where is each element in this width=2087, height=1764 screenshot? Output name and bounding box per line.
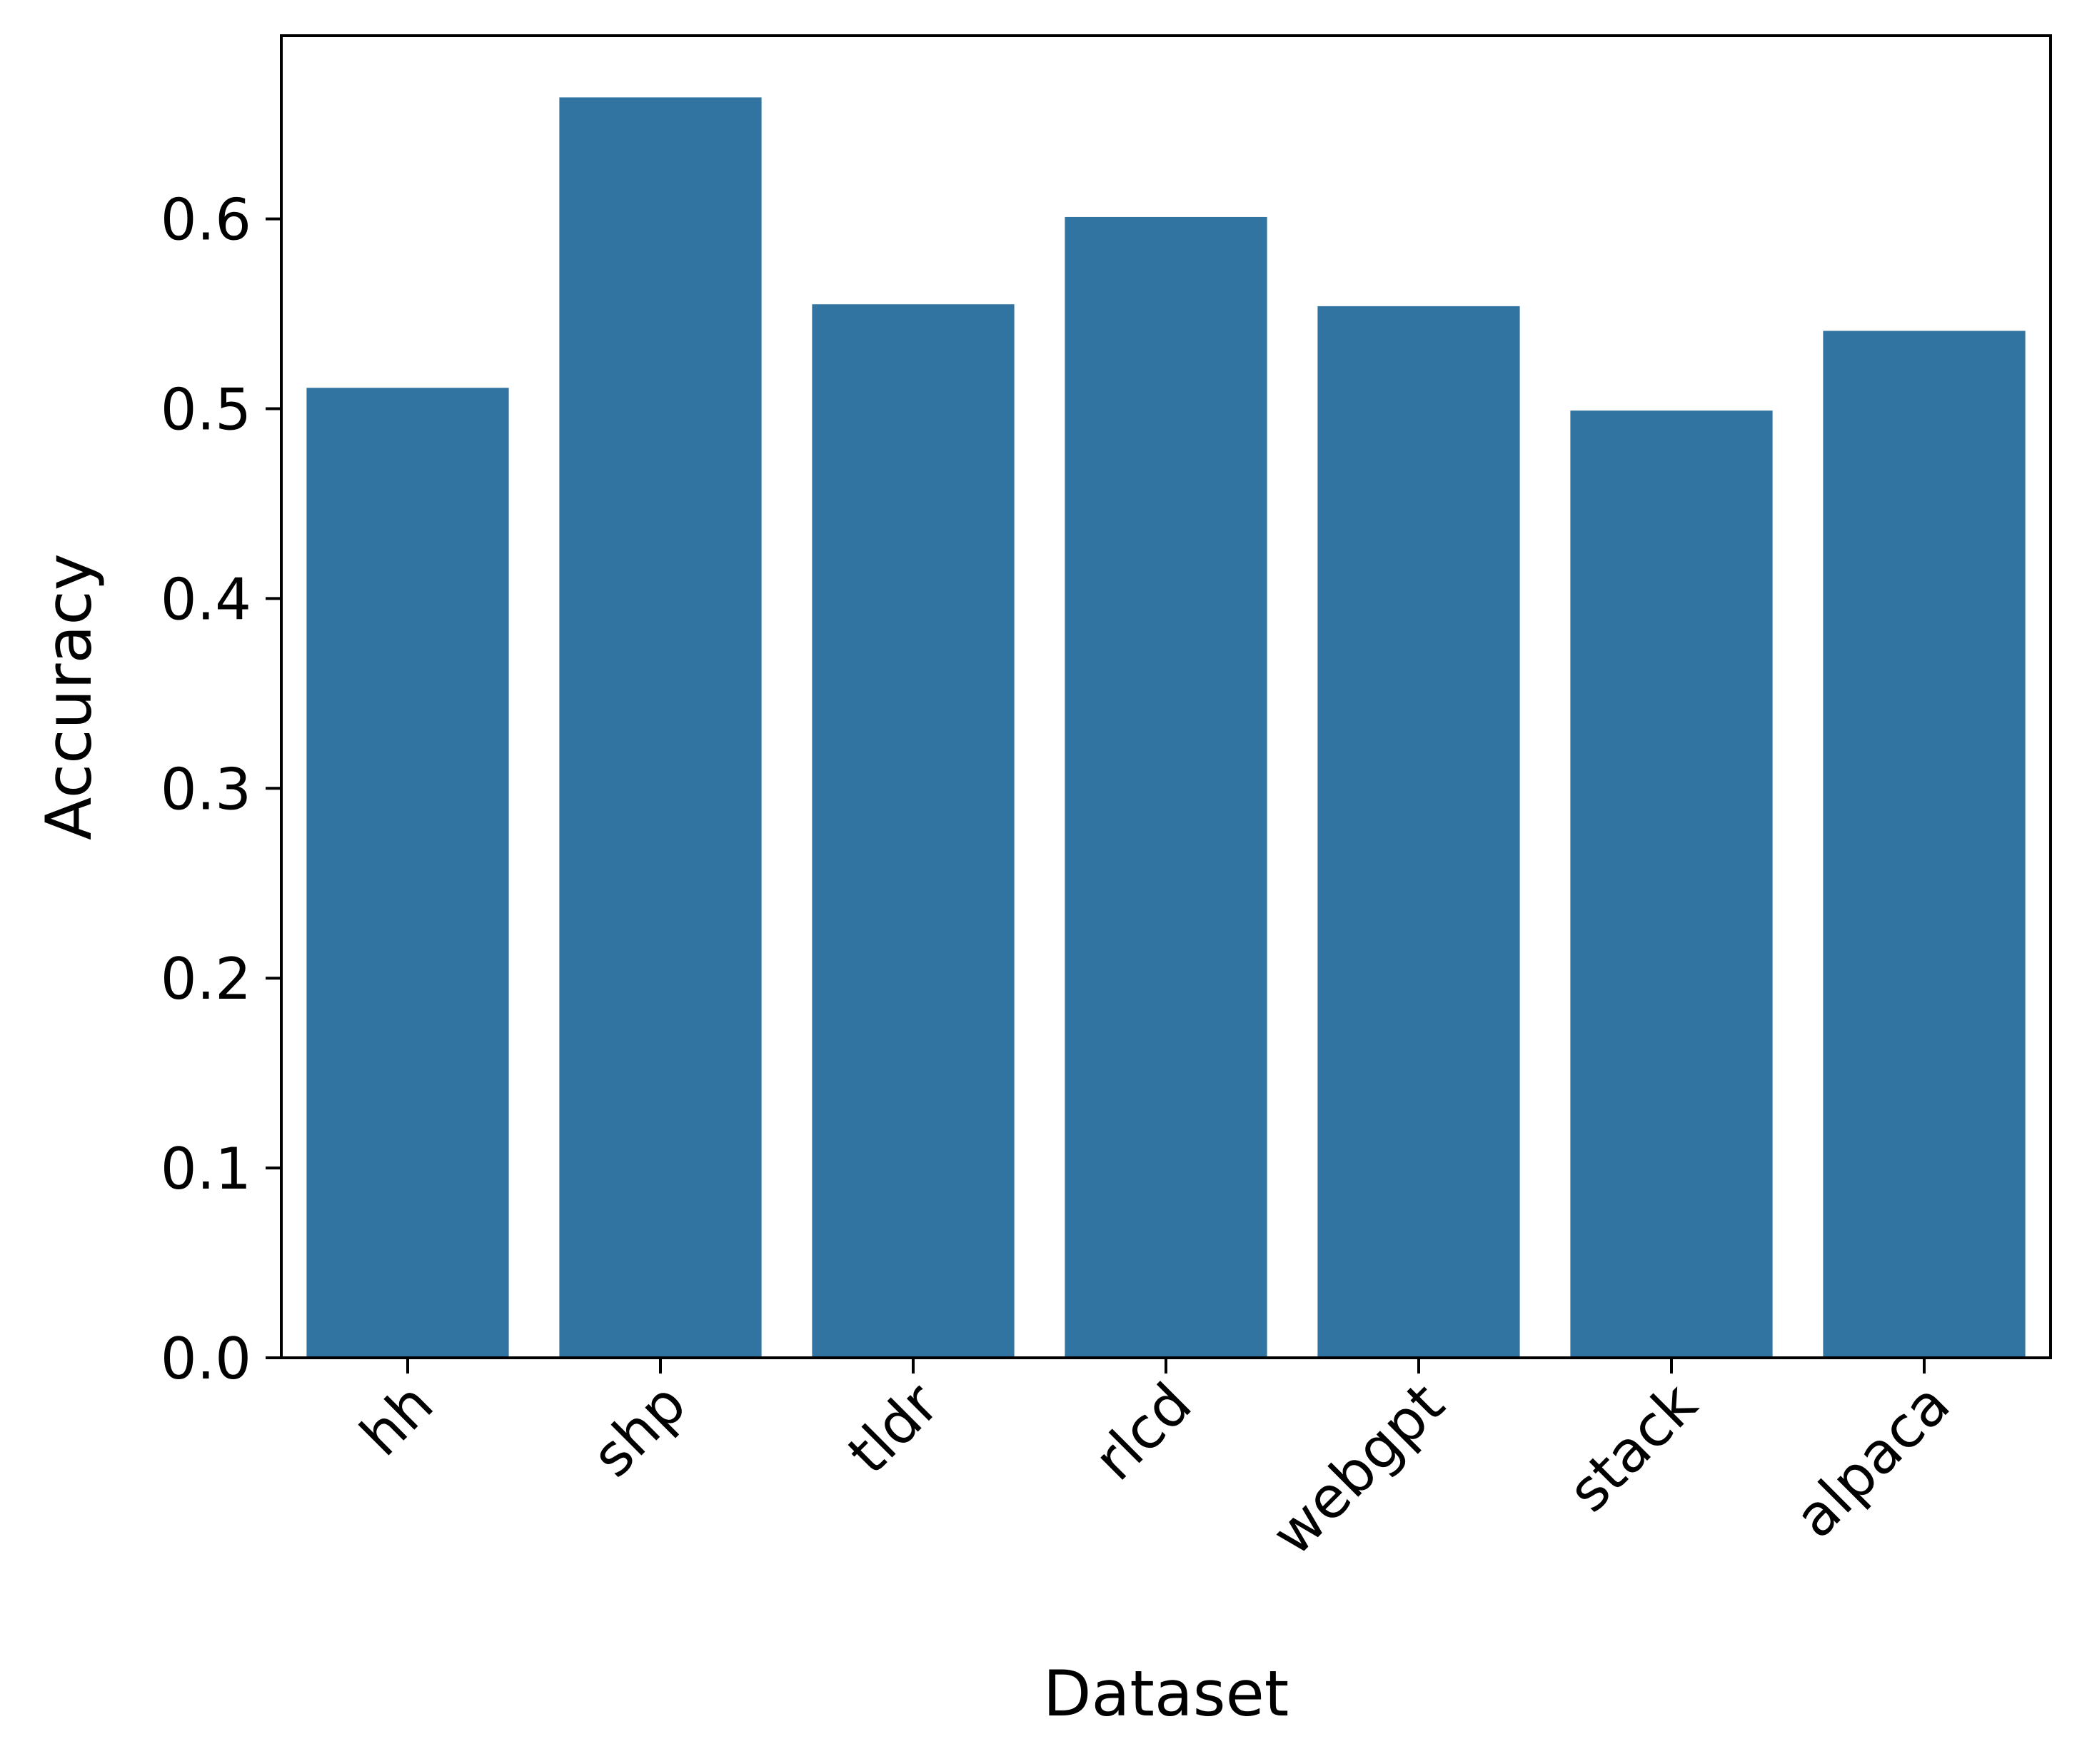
x-axis-title: Dataset xyxy=(1043,1657,1289,1730)
bar-shp xyxy=(559,97,762,1358)
x-tick-label-shp: shp xyxy=(579,1371,698,1490)
x-tick-label-hh: hh xyxy=(348,1371,446,1468)
x-axis: hh shp tldr rlcd webgpt stack alpaca xyxy=(348,1358,1962,1568)
bar-rlcd xyxy=(1065,216,1267,1358)
bar-hh xyxy=(306,388,509,1358)
x-tick-label-rlcd: rlcd xyxy=(1082,1371,1205,1493)
y-tick-label: 0.4 xyxy=(161,566,251,632)
y-tick-label: 0.2 xyxy=(161,946,251,1012)
bar-tldr xyxy=(812,304,1015,1359)
bar-stack xyxy=(1570,410,1773,1359)
y-tick-label: 0.6 xyxy=(161,187,251,253)
bar-webgpt xyxy=(1317,306,1520,1359)
x-tick-label-tldr: tldr xyxy=(835,1371,952,1487)
x-tick-label-webgpt: webgpt xyxy=(1259,1371,1457,1568)
y-tick-label: 0.5 xyxy=(161,376,251,443)
bar-alpaca xyxy=(1823,331,2026,1358)
y-tick-label: 0.1 xyxy=(161,1136,251,1202)
y-tick-label: 0.3 xyxy=(161,756,251,822)
y-axis: 0.0 0.1 0.2 0.3 0.4 0.5 0.6 xyxy=(161,187,281,1392)
y-tick-label: 0.0 xyxy=(161,1326,251,1392)
bars-group xyxy=(306,97,2026,1359)
y-axis-title: Accuracy xyxy=(32,553,106,840)
x-tick-label-alpaca: alpaca xyxy=(1782,1371,1962,1551)
x-tick-label-stack: stack xyxy=(1555,1370,1709,1524)
plot-frame xyxy=(280,34,2052,1359)
